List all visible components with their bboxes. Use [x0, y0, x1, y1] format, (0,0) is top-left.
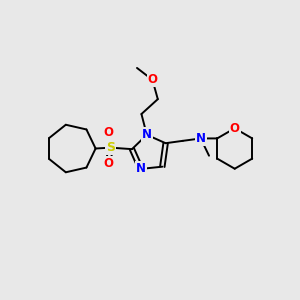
- Text: O: O: [103, 126, 113, 139]
- Text: S: S: [106, 141, 115, 154]
- Text: O: O: [230, 122, 240, 135]
- Text: N: N: [142, 128, 152, 141]
- Text: N: N: [136, 162, 146, 176]
- Text: N: N: [196, 132, 206, 145]
- Text: O: O: [103, 157, 113, 169]
- Text: O: O: [147, 73, 158, 86]
